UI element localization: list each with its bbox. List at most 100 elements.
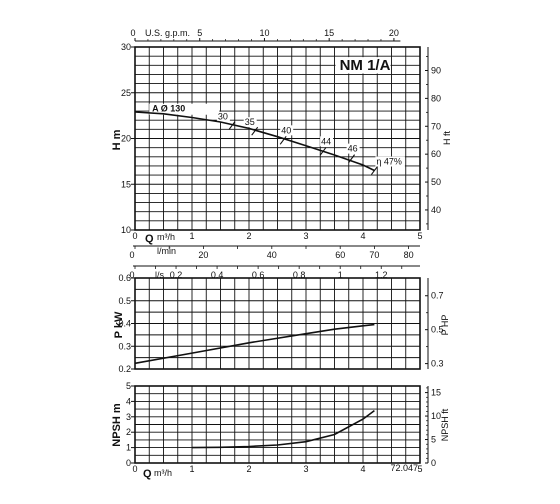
npsh-x-tick-label: 4	[360, 464, 365, 474]
lmin-tick-label: 20	[198, 250, 208, 260]
h-ft-tick-label: 60	[431, 149, 441, 159]
npsh-x-unit-label: m³/h	[154, 468, 172, 478]
power-y-tick-label: 0.4	[118, 319, 131, 329]
npsh-m-label: NPSH m	[111, 403, 123, 447]
efficiency-marker	[279, 136, 287, 145]
h-m-label: H m	[111, 129, 123, 150]
npsh-x-tick-label: 2	[246, 464, 251, 474]
efficiency-label: 30	[218, 112, 228, 122]
head-x-tick-label: 2	[246, 231, 251, 241]
npsh-x-tick-label: 1	[189, 464, 194, 474]
h-ft-tick-label: 70	[431, 121, 441, 131]
q-label: Q	[145, 233, 154, 245]
efficiency-marker	[251, 126, 259, 136]
efficiency-marker	[348, 154, 356, 163]
chart-code: 72.047	[390, 463, 418, 473]
h-ft-tick-label: 40	[431, 205, 441, 215]
npsh-x-tick-label: 3	[303, 464, 308, 474]
gpm-tick-label: 15	[324, 28, 334, 38]
p-hp-label: P HP	[440, 315, 450, 336]
head-x-tick-label: 3	[303, 231, 308, 241]
gpm-zero-label: 0	[130, 28, 135, 38]
npsh-x-tick-label: 5	[417, 464, 422, 474]
p-hp-tick-label: 0.7	[431, 291, 444, 301]
head-y-tick-label: 15	[121, 179, 131, 189]
gpm-tick-label: 10	[259, 28, 269, 38]
ls-tick-label: 0	[129, 270, 134, 280]
npsh-y-tick-label: 1	[126, 443, 131, 453]
lmin-zero-label: 0	[129, 250, 134, 260]
npsh-ft-tick-label: 10	[431, 411, 441, 421]
ls-tick-label: 0.8	[293, 270, 306, 280]
h-ft-label: H ft	[442, 131, 452, 146]
ls-tick-label: 0.4	[211, 270, 224, 280]
gpm-tick-label: 20	[389, 28, 399, 38]
npsh-ft-tick-label: 0	[431, 458, 436, 468]
head-x-tick-label: 5	[417, 231, 422, 241]
efficiency-label-bg	[320, 136, 334, 147]
efficiency-label: 44	[321, 136, 331, 146]
npsh-ft-tick-label: 15	[431, 388, 441, 398]
ls-tick-label: 0.2	[170, 270, 183, 280]
head-y-tick-label: 20	[121, 134, 131, 144]
power-y-tick-label: 0.5	[118, 296, 131, 306]
efficiency-marker	[228, 121, 236, 131]
power-y-tick-label: 0.6	[118, 273, 131, 283]
panel-frames	[131, 38, 429, 464]
model-label: NM 1/A	[340, 57, 391, 74]
model-label-bg	[335, 57, 391, 74]
efficiency-label-bg	[280, 125, 294, 136]
head-x-tick-label: 0	[132, 231, 137, 241]
h-ft-tick-label: 50	[431, 177, 441, 187]
efficiency-label: 46	[348, 144, 358, 154]
curve-label-bg	[149, 103, 220, 115]
lmin-tick-label: 60	[335, 250, 345, 260]
npsh-y-tick-label: 3	[126, 412, 131, 422]
head-x-unit-label: m³/h	[157, 232, 175, 242]
head-y-tick-label: 30	[121, 42, 131, 52]
gpm-axis-label: U.S. g.p.m.	[145, 28, 190, 38]
efficiency-marker	[370, 166, 378, 175]
efficiency-label: 35	[245, 117, 255, 127]
gpm-tick-label: 5	[197, 28, 202, 38]
npsh-ft-tick-label: 5	[431, 435, 436, 445]
labels: 10152025300.20.30.40.50.6012345405060708…	[111, 28, 452, 480]
lmin-unit-label: l/min	[157, 246, 176, 256]
npsh-x-tick-label: 0	[132, 464, 137, 474]
curve-label: A Ø 130	[152, 104, 185, 114]
p-hp-tick-label: 0.3	[431, 359, 444, 369]
efficiency-label-bg	[375, 156, 405, 167]
head-x-tick-label: 4	[360, 231, 365, 241]
ls-unit-label: l/s	[155, 270, 165, 280]
curves	[134, 111, 378, 449]
power-curve	[134, 323, 375, 365]
h-ft-tick-label: 90	[431, 65, 441, 75]
power-y-tick-label: 0.2	[118, 364, 131, 374]
efficiency-label-bg	[346, 143, 360, 154]
efficiency-label: 40	[281, 125, 291, 135]
p-kw-label: P kW	[113, 311, 125, 338]
efficiency-label-bg	[243, 117, 257, 128]
power-y-tick-label: 0.3	[118, 341, 131, 351]
npsh-q-label: Q	[143, 468, 152, 480]
head-x-tick-label: 1	[189, 231, 194, 241]
head-curve	[134, 111, 375, 172]
ls-tick-label: 0.6	[252, 270, 265, 280]
lmin-extra-tick-label: 70	[369, 250, 379, 260]
npsh-y-tick-label: 4	[126, 396, 131, 406]
ls-tick-label: 1	[338, 270, 343, 280]
lmin-tick-label: 80	[404, 250, 414, 260]
p-hp-tick-label: 0.5	[431, 325, 444, 335]
npsh-curve	[191, 409, 375, 449]
head-y-tick-label: 25	[121, 88, 131, 98]
efficiency-label-bg	[216, 111, 230, 122]
efficiency-label: η 47%	[376, 157, 402, 167]
npsh-y-tick-label: 2	[126, 427, 131, 437]
npsh-frame	[134, 385, 421, 464]
h-ft-tick-label: 80	[431, 93, 441, 103]
head-y-tick-label: 10	[121, 225, 131, 235]
npsh-y-tick-label: 5	[126, 381, 131, 391]
efficiency-marker	[319, 146, 327, 156]
npsh-ft-label: NPSH ft	[440, 408, 450, 441]
